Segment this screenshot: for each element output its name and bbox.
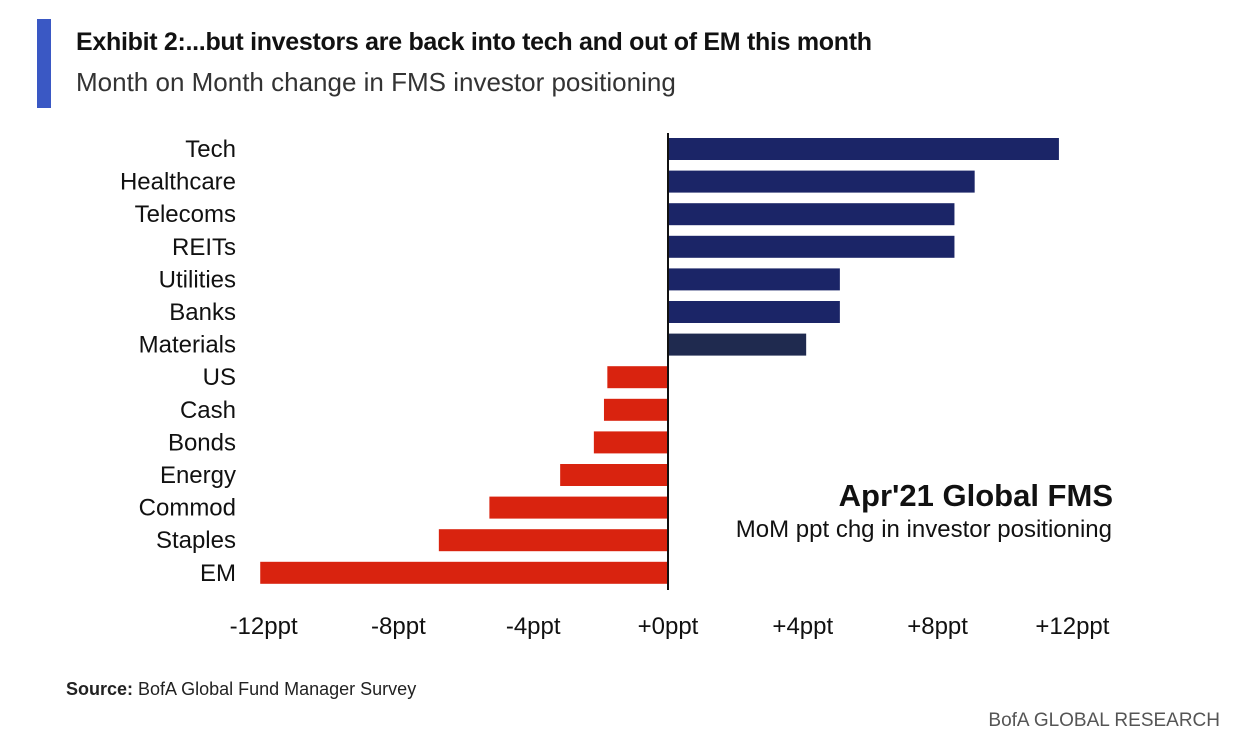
category-label: Staples bbox=[156, 527, 236, 554]
category-label: Materials bbox=[139, 332, 236, 359]
bar-telecoms bbox=[668, 203, 955, 226]
category-label: Banks bbox=[169, 299, 236, 326]
annotation-title: Apr'21 Global FMS bbox=[838, 478, 1113, 513]
accent-bar bbox=[37, 19, 51, 108]
bar-materials bbox=[668, 333, 807, 356]
x-tick-label: +0ppt bbox=[638, 613, 699, 640]
x-tick-label: -8ppt bbox=[371, 613, 426, 640]
chart-subtitle: Month on Month change in FMS investor po… bbox=[76, 67, 676, 97]
bar-tech bbox=[668, 138, 1059, 160]
category-label: EM bbox=[200, 560, 236, 587]
category-label: Energy bbox=[160, 462, 236, 489]
bar-us bbox=[607, 366, 668, 389]
bar-em bbox=[260, 561, 668, 584]
category-label: Cash bbox=[180, 397, 236, 424]
category-label: Bonds bbox=[168, 429, 236, 456]
bar-cash bbox=[603, 398, 668, 421]
source-note: Source: BofA Global Fund Manager Survey bbox=[66, 679, 416, 700]
x-tick-label: -12ppt bbox=[230, 613, 298, 640]
bar-commod bbox=[489, 496, 668, 519]
bar-reits bbox=[668, 235, 955, 258]
x-tick-label: +4ppt bbox=[772, 613, 833, 640]
chart-title: Exhibit 2:...but investors are back into… bbox=[76, 28, 872, 56]
category-label: Utilities bbox=[159, 266, 236, 293]
bar-energy bbox=[560, 464, 668, 486]
category-label: Tech bbox=[185, 136, 236, 163]
annotation-subtitle: MoM ppt chg in investor positioning bbox=[735, 516, 1112, 543]
category-label: Commod bbox=[139, 495, 236, 522]
x-tick-label: -4ppt bbox=[506, 613, 561, 640]
x-tick-label: +8ppt bbox=[907, 613, 968, 640]
bar-healthcare bbox=[668, 170, 975, 193]
brand-mark: BofA GLOBAL RESEARCH bbox=[988, 710, 1220, 731]
source-text: BofA Global Fund Manager Survey bbox=[133, 679, 417, 699]
bar-utilities bbox=[668, 268, 840, 291]
category-label: Healthcare bbox=[120, 169, 236, 196]
category-label: US bbox=[203, 364, 236, 391]
bar-staples bbox=[438, 529, 668, 552]
x-tick-label: +12ppt bbox=[1035, 613, 1109, 640]
category-label: REITs bbox=[172, 234, 236, 261]
category-label: Telecoms bbox=[135, 201, 236, 228]
bar-banks bbox=[668, 301, 840, 323]
bar-bonds bbox=[593, 431, 668, 454]
source-label: Source: bbox=[66, 679, 134, 699]
